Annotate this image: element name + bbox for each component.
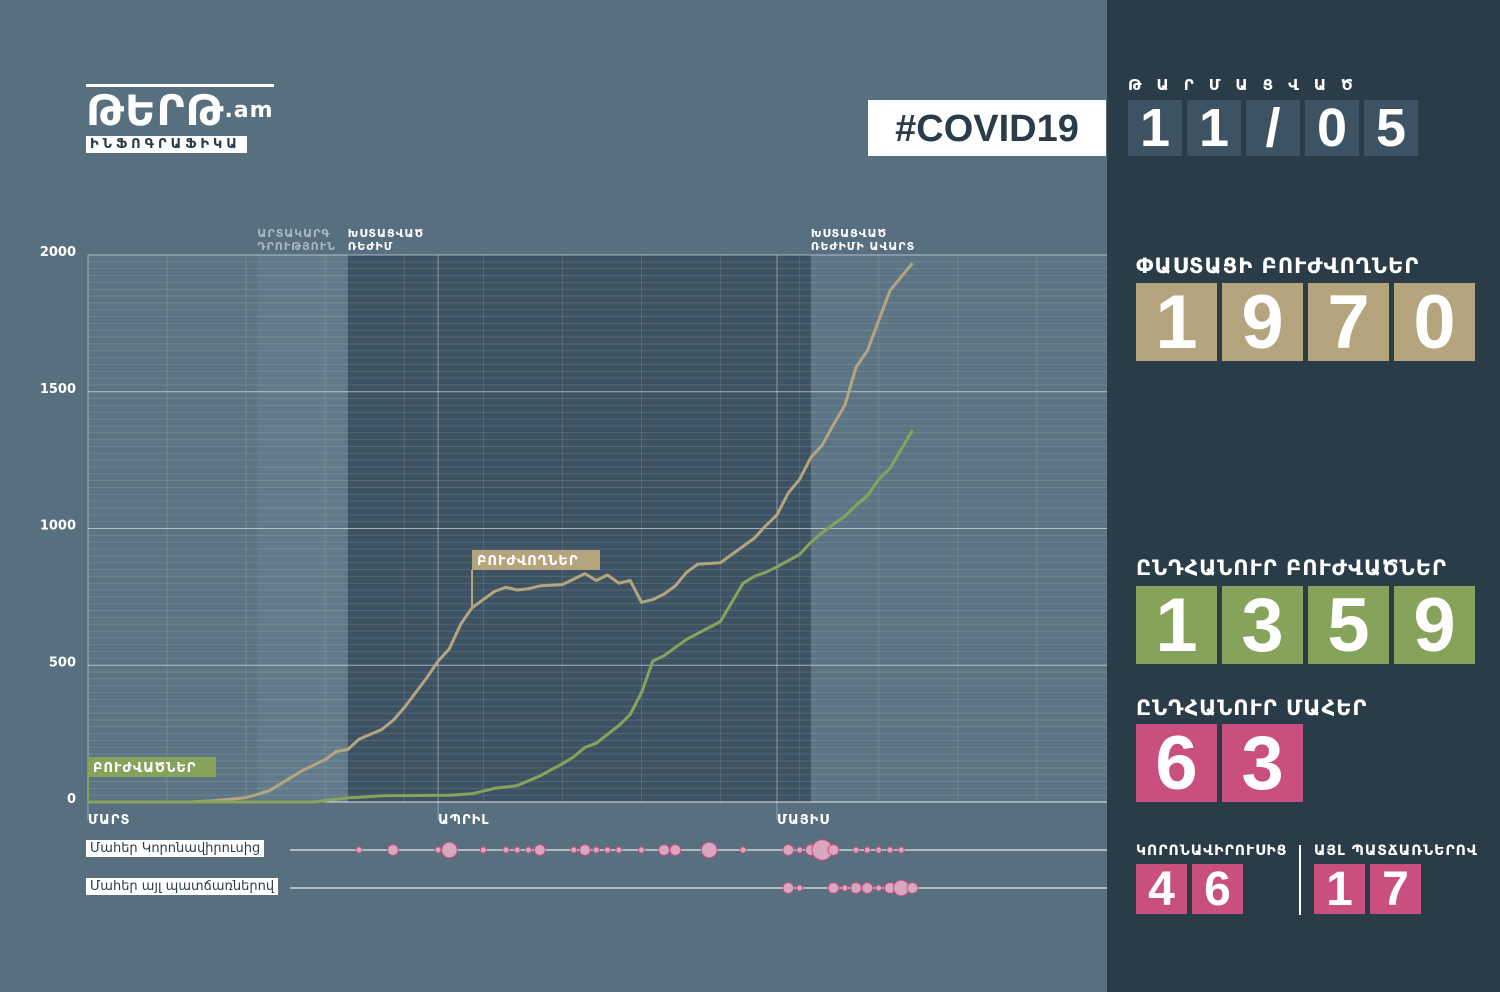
date-digit: / <box>1246 98 1300 158</box>
death-dot <box>502 846 510 854</box>
covid-deaths-row-label: Մահեր Կորոնավիրուսից <box>86 840 265 857</box>
death-dot <box>863 846 871 854</box>
death-dot <box>861 882 874 894</box>
y-tick-label: 2000 <box>40 245 76 260</box>
counter-digit: 7 <box>1370 863 1421 916</box>
active-cases-counter: 1 9 7 0 <box>1136 280 1475 365</box>
death-dot <box>852 846 860 854</box>
date-digit: 5 <box>1364 98 1418 158</box>
recovered-counter: 1 3 5 9 <box>1136 583 1475 668</box>
updated-date: 1 1 / 0 5 <box>1128 98 1418 158</box>
y-tick-label: 1000 <box>40 519 76 534</box>
recovered-series-label-box <box>88 757 216 777</box>
logo-text: ԹԵՐԹ <box>86 86 225 135</box>
death-dot <box>841 884 849 892</box>
breakdown-divider <box>1299 845 1301 915</box>
covid-deaths-label: ԿՈՐՈՆԱՎԻՐՈՒՍԻՑ <box>1136 843 1288 859</box>
death-dot <box>434 846 442 854</box>
recovered-label: ԸՆԴՀԱՆՈՒՐ ԲՈՒԺՎԱԾՆԵՐ <box>1136 556 1447 580</box>
death-dot <box>592 846 600 854</box>
logo: ԹԵՐԹ.am <box>86 84 274 133</box>
series-line-active <box>88 262 914 804</box>
death-dot <box>886 846 894 854</box>
date-digit: 0 <box>1305 98 1359 158</box>
death-dot <box>897 846 905 854</box>
death-dot <box>875 846 883 854</box>
y-tick-label: 0 <box>67 792 76 807</box>
deaths-label: ԸՆԴՀԱՆՈՒՐ ՄԱՀԵՐ <box>1136 696 1368 720</box>
death-dot <box>579 844 591 856</box>
death-dot <box>387 844 399 856</box>
death-dot <box>658 844 670 856</box>
counter-digit: 1 <box>1136 280 1217 365</box>
logo-subtitle: ԻՆՖՈԳՐԱՖԻԿԱ <box>86 136 247 153</box>
counter-digit: 7 <box>1308 280 1389 365</box>
counter-digit: 1 <box>1314 863 1365 916</box>
counter-digit: 1 <box>1136 583 1217 668</box>
death-dot <box>637 846 645 854</box>
death-dot <box>355 846 363 854</box>
death-dot <box>796 846 804 854</box>
counter-digit: 6 <box>1192 863 1243 916</box>
period-label: ԽՍՏԱՑՎԱԾ <box>348 227 424 240</box>
other-deaths-row-label: Մահեր այլ պատճառներով <box>86 878 279 895</box>
stats-panel <box>1107 0 1500 992</box>
period-label: ՌԵԺԻՄ <box>348 240 394 253</box>
death-dot <box>525 846 533 854</box>
date-digit: 1 <box>1128 98 1182 158</box>
counter-digit: 3 <box>1222 721 1303 806</box>
deaths-counter: 6 3 <box>1136 721 1303 806</box>
death-dot <box>875 884 883 892</box>
x-tick-label: ՄԱՐՏ <box>88 813 130 828</box>
death-dot <box>827 844 840 856</box>
period-label: ՌԵԺԻՄԻ ԱՎԱՐՏ <box>811 240 915 253</box>
y-tick-label: 1500 <box>40 382 76 397</box>
death-dot <box>782 844 795 856</box>
series-line-recovered <box>88 429 914 804</box>
date-digit: 1 <box>1187 98 1241 158</box>
x-tick-label: ԱՊՐԻԼ <box>438 813 489 828</box>
updated-label: ԹԱՐՄԱՑՎԱԾ <box>1128 76 1368 94</box>
death-dot <box>827 882 840 894</box>
active-cases-label: ՓԱՍՏԱՑԻ ԲՈՒԺՎՈՂՆԵՐ <box>1136 254 1420 278</box>
counter-digit: 9 <box>1394 583 1475 668</box>
other-deaths-label: ԱՅԼ ՊԱՏՃԱՌՆԵՐՈՎ <box>1314 843 1478 859</box>
death-dot <box>906 882 919 894</box>
logo-domain: .am <box>224 98 274 123</box>
death-dot <box>739 846 747 854</box>
counter-digit: 6 <box>1136 721 1217 806</box>
death-dot <box>513 846 521 854</box>
death-dot <box>700 841 718 859</box>
period-label: ԴՐՈՒԹՅՈՒՆ <box>257 240 336 253</box>
death-dot <box>441 841 458 859</box>
recovered-series-label-text: ԲՈՒԺՎԱԾՆԵՐ <box>93 761 196 776</box>
active-series-label-box <box>472 550 601 570</box>
period-label: ԱՐՏԱԿԱՐԳ <box>257 227 330 240</box>
x-tick-label: ՄԱՅԻՍ <box>777 813 830 828</box>
y-tick-label: 500 <box>49 655 76 670</box>
death-dot <box>570 846 578 854</box>
cases-chart: ԱՐՏԱԿԱՐԳԴՐՈՒԹՅՈՒՆԽՍՏԱՑՎԱԾՌԵԺԻՄԽՍՏԱՑՎԱԾՌԵ… <box>40 227 1107 897</box>
death-dot <box>782 882 795 894</box>
period-label: ԽՍՏԱՑՎԱԾ <box>811 227 887 240</box>
death-dot <box>533 844 546 856</box>
death-dot <box>850 882 862 894</box>
hashtag-badge: #COVID19 <box>868 100 1106 156</box>
counter-digit: 0 <box>1394 280 1475 365</box>
counter-digit: 9 <box>1222 280 1303 365</box>
counter-digit: 3 <box>1222 583 1303 668</box>
counter-digit: 5 <box>1308 583 1389 668</box>
other-deaths-counter: 1 7 <box>1314 863 1421 916</box>
covid-deaths-counter: 4 6 <box>1136 863 1243 916</box>
death-dot <box>604 846 612 854</box>
counter-digit: 4 <box>1136 863 1187 916</box>
death-dot <box>615 846 623 854</box>
active-series-label-text: ԲՈՒԺՎՈՂՆԵՐ <box>477 554 578 569</box>
death-dot <box>669 844 682 856</box>
death-dot <box>479 846 487 854</box>
death-dot <box>796 884 804 892</box>
